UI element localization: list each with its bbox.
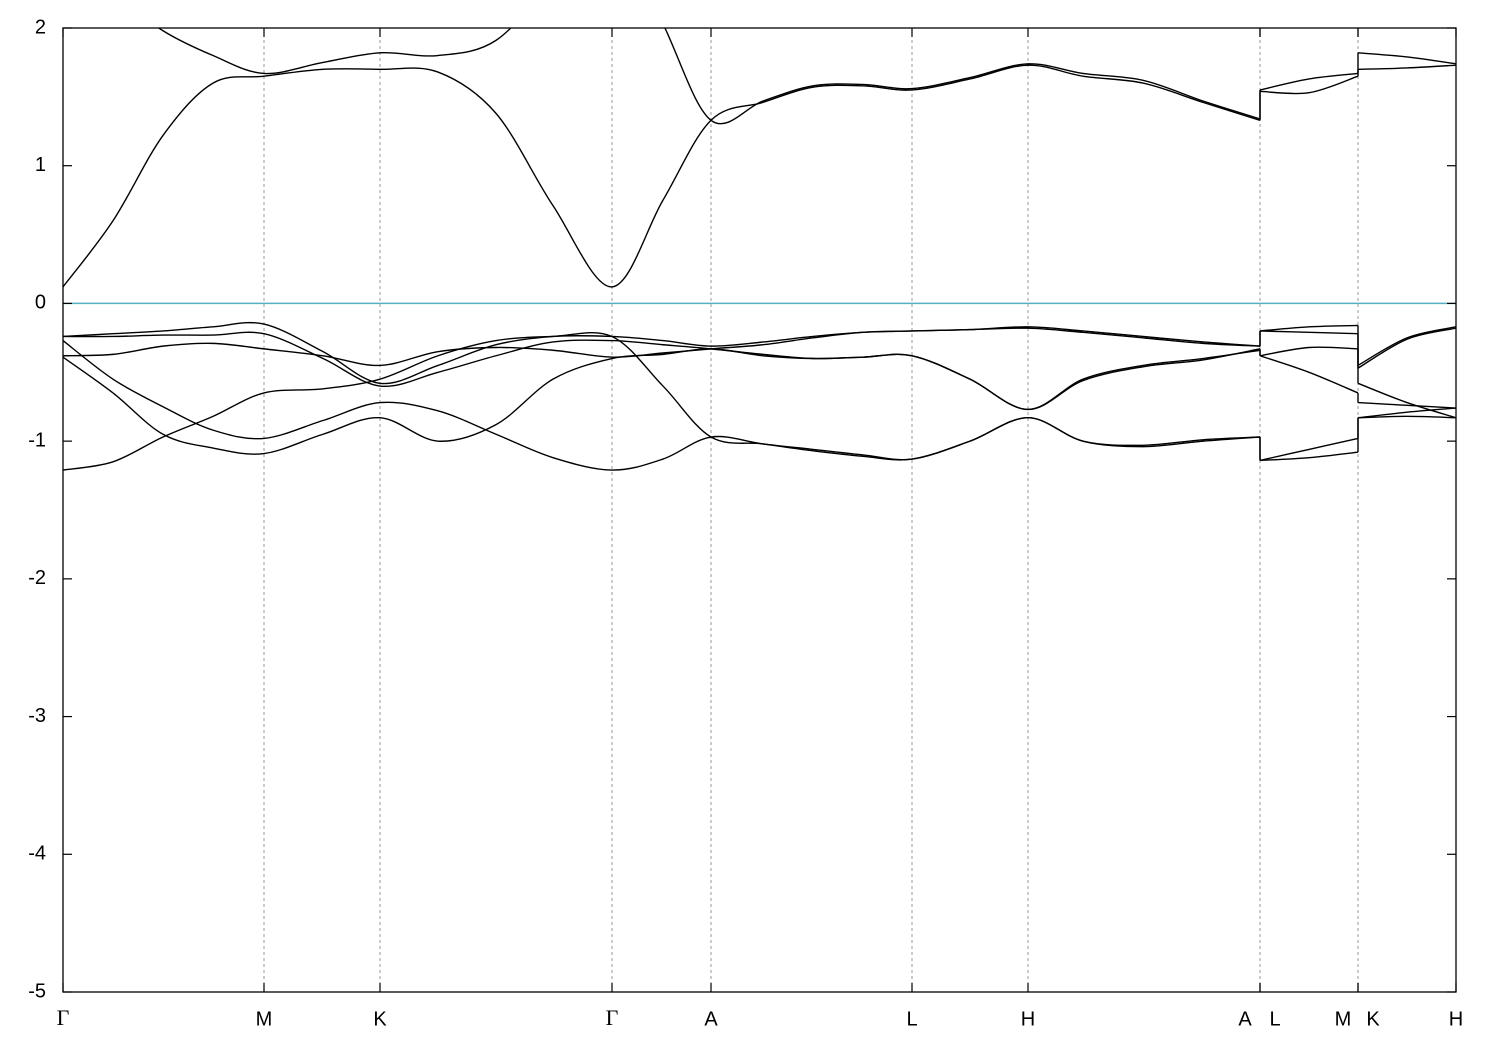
y-tick-label: -5 xyxy=(28,980,46,1002)
band-line xyxy=(157,28,1456,125)
x-tick-label: Γ xyxy=(606,1005,619,1030)
y-tick-label: -4 xyxy=(28,843,46,865)
band-line xyxy=(63,327,1456,369)
y-tick-label: 1 xyxy=(35,154,46,176)
x-tick-label: L xyxy=(1269,1008,1280,1030)
x-tick-label: K xyxy=(373,1008,387,1030)
x-tick-label: M xyxy=(256,1008,273,1030)
band-line xyxy=(63,331,1456,471)
axes-layer: 210-1-2-3-4-5Γ M K Γ A L H A L M K H xyxy=(28,16,1463,1030)
y-tick-label: -1 xyxy=(28,429,46,451)
x-tick-label: M xyxy=(1335,1008,1352,1030)
x-tick-label: H xyxy=(1449,1008,1463,1030)
x-tick-label: A xyxy=(1238,1008,1252,1030)
plot-frame xyxy=(62,27,1457,993)
y-tick-label: -3 xyxy=(28,705,46,727)
plot-area xyxy=(63,28,1456,471)
band-line xyxy=(63,348,1456,455)
y-tick-label: 2 xyxy=(35,16,46,38)
y-tick-label: -2 xyxy=(28,567,46,589)
x-tick-label: A xyxy=(704,1008,718,1030)
y-tick-label: 0 xyxy=(35,292,46,314)
x-tick-label: H xyxy=(1021,1008,1035,1030)
x-tick-label: K xyxy=(1366,1008,1380,1030)
x-tick-label: L xyxy=(906,1008,917,1030)
x-tick-label: Γ xyxy=(57,1005,70,1030)
